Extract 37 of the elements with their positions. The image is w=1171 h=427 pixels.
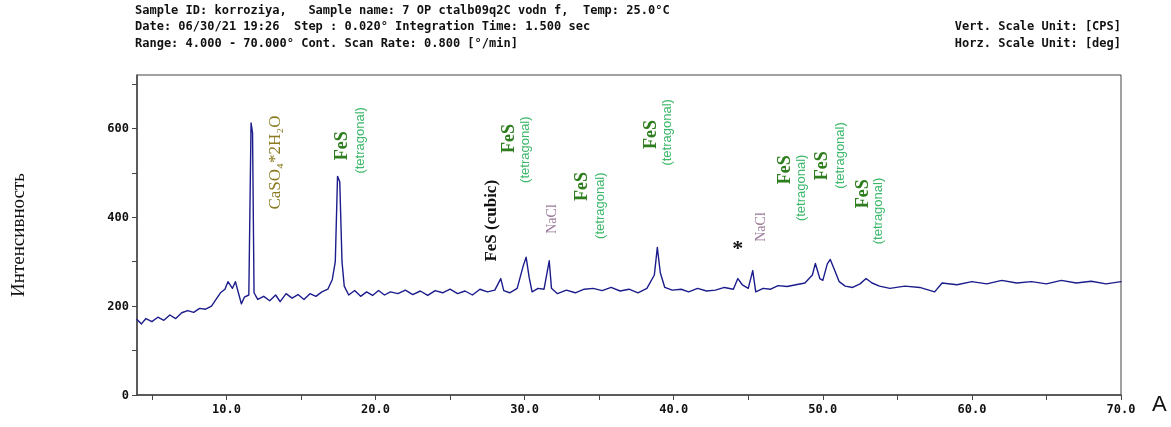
annotation: NaCl	[752, 212, 768, 242]
annotation: FeS	[639, 120, 660, 150]
annotation: FeS	[498, 124, 519, 154]
x-tick-label: 70.0	[1106, 402, 1136, 416]
annotation: (tetragonal)	[831, 122, 847, 189]
annotation: (tetragonal)	[517, 116, 533, 183]
x-tick-label: 50.0	[808, 402, 838, 416]
text: Sample ID: korroziya, Sample name: 7 OP ctalb09q2C vodn f, Temp: 25.0°C	[135, 3, 670, 17]
text: Vert. Scale Unit: [CPS]	[954, 19, 1122, 33]
y-axis-title: Интенсивность	[7, 172, 28, 297]
annotation: (tetragonal)	[658, 99, 674, 166]
x-tick-label: 30.0	[510, 402, 540, 416]
annotation: FeS	[571, 172, 592, 202]
y-tick-label: 600	[107, 121, 129, 136]
annotation: (tetragonal)	[351, 107, 367, 174]
annotation: NaCl	[543, 204, 559, 234]
annotation: (tetragonal)	[870, 177, 886, 245]
annotation: (tetragonal)	[792, 154, 808, 222]
text: A	[1152, 390, 1167, 416]
annotation: *	[732, 234, 744, 260]
x-tick-label: 20.0	[361, 402, 390, 416]
y-tick-label: 400	[107, 210, 129, 225]
x-tick-label: 40.0	[659, 402, 689, 416]
annotation: FeS	[774, 155, 795, 185]
x-tick-label: 10.0	[212, 402, 241, 416]
text: Horz. Scale Unit: [deg]	[954, 36, 1122, 50]
text: Date: 06/30/21 19:26 Step : 0.020° Integration Time: 1.500 sec	[135, 19, 591, 33]
y-tick-label: 0	[121, 388, 129, 402]
y-tick-label: 200	[107, 299, 129, 314]
annotation: FeS	[811, 151, 832, 181]
annotation: FeS (cubic)	[480, 179, 500, 262]
annotation: CaSO₄*2H₂O	[264, 115, 284, 210]
text: Range: 4.000 - 70.000° Cont. Scan Rate: 0.800 [°/min]	[135, 36, 518, 50]
annotation: FeS	[851, 179, 872, 209]
annotation: (tetragonal)	[591, 172, 607, 239]
annotation: FeS	[331, 131, 352, 161]
x-tick-label: 60.0	[957, 402, 987, 416]
